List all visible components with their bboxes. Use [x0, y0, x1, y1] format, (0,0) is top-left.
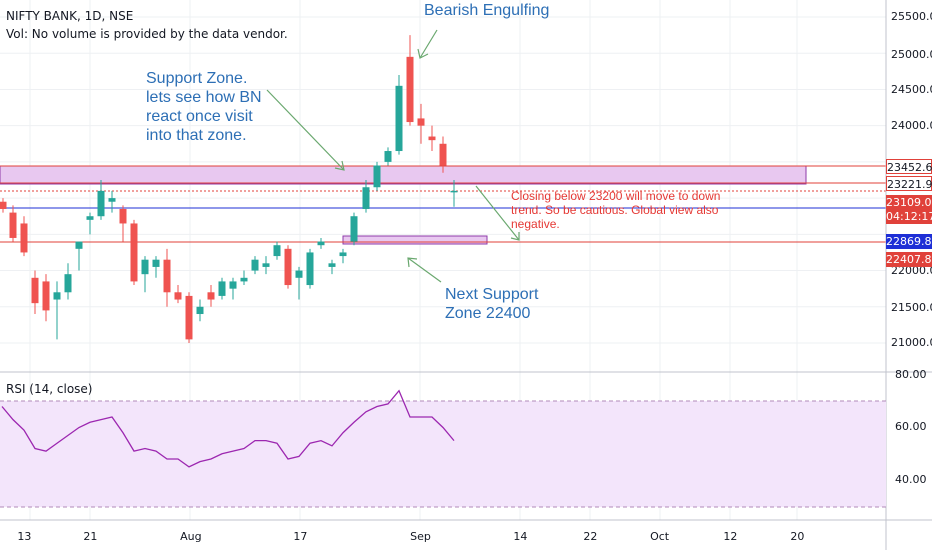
- candle-body: [362, 187, 370, 209]
- time-tick-label: 14: [513, 530, 528, 543]
- time-tick-label: 21: [83, 530, 98, 543]
- candle-body: [42, 281, 50, 311]
- price-badge: 22407.83: [886, 252, 932, 267]
- candle-body: [373, 165, 381, 188]
- price-tick-label: 22000.00: [891, 264, 932, 277]
- arrow-warning-head: [510, 232, 520, 241]
- candle-body: [9, 212, 17, 238]
- rsi-band: [0, 401, 886, 507]
- next-support-zone-box: [342, 235, 488, 245]
- arrow-bearish: [419, 29, 438, 59]
- rsi-tick-label: 40.00: [895, 473, 927, 486]
- candle-body: [196, 306, 204, 315]
- candle-body: [119, 208, 127, 224]
- time-tick-label: 20: [790, 530, 805, 543]
- candle-body: [395, 85, 403, 152]
- candle-body: [75, 241, 83, 249]
- candle-body: [108, 198, 116, 202]
- time-tick-label: 22: [583, 530, 598, 543]
- candle-body: [350, 216, 358, 242]
- candle-body: [0, 201, 7, 209]
- candle-body: [64, 274, 72, 293]
- candle-body: [417, 118, 425, 126]
- candle-body: [428, 136, 436, 141]
- price-badge: 23221.99: [886, 176, 932, 191]
- time-tick-label: 13: [17, 530, 32, 543]
- time-tick-label: Sep: [410, 530, 431, 543]
- candle-body: [163, 259, 171, 293]
- candle-body: [406, 56, 414, 123]
- candle-body: [86, 216, 94, 220]
- time-tick-label: Aug: [180, 530, 202, 543]
- annotation-next-support[interactable]: Next Support Zone 22400: [445, 286, 539, 322]
- price-tick-label: 21500.00: [891, 301, 932, 314]
- candle-body: [141, 259, 149, 275]
- price-badge: 23109.00: [886, 195, 932, 210]
- candle-body: [306, 252, 314, 286]
- price-badge: 04:12:17: [886, 209, 932, 224]
- candle-body: [185, 295, 193, 340]
- candle-body: [262, 263, 270, 267]
- candle-body: [174, 292, 182, 300]
- rsi-indicator-label[interactable]: RSI (14, close): [6, 382, 93, 396]
- candle-body: [328, 263, 336, 267]
- rsi-tick-label: 80.00: [895, 368, 927, 381]
- candle-body: [384, 151, 392, 162]
- price-tick-label: 25000.00: [891, 48, 932, 61]
- price-tick-label: 25500.00: [891, 10, 932, 23]
- rsi-tick-label: 60.00: [895, 420, 927, 433]
- arrow-warning: [475, 185, 520, 241]
- candle-body: [251, 259, 259, 271]
- price-tick-label: 21000.00: [891, 336, 932, 349]
- candle-body: [439, 143, 447, 166]
- time-tick-label: 12: [723, 530, 738, 543]
- candles-group: [0, 35, 458, 343]
- annotation-bearish-engulfing[interactable]: Bearish Engulfing: [424, 2, 550, 19]
- candle-body: [152, 259, 160, 267]
- volume-note: Vol: No volume is provided by the data v…: [6, 27, 288, 41]
- candle-body: [97, 190, 105, 217]
- candle-body: [130, 223, 138, 282]
- candle-body: [450, 190, 458, 193]
- candle-body: [31, 277, 39, 304]
- price-badge: 23452.67: [886, 159, 932, 174]
- candle-body: [240, 277, 248, 282]
- arrow-next-support: [407, 257, 442, 283]
- support-zone-box: [0, 165, 807, 185]
- price-tick-label: 24500.00: [891, 83, 932, 96]
- annotation-warning[interactable]: Closing below 23200 will move to down tr…: [511, 189, 721, 231]
- candle-body: [273, 245, 281, 257]
- candle-body: [207, 292, 215, 300]
- candle-body: [229, 281, 237, 289]
- time-tick-label: 17: [293, 530, 308, 543]
- time-tick-label: Oct: [650, 530, 670, 543]
- candle-body: [20, 223, 28, 253]
- candle-body: [218, 281, 226, 296]
- arrow-support: [266, 89, 345, 171]
- arrow-next-support-head: [407, 257, 418, 268]
- candle-body: [339, 252, 347, 257]
- annotation-arrows: [266, 29, 520, 283]
- candle-body: [295, 270, 303, 278]
- candle-body: [284, 248, 292, 286]
- arrow-support-head: [334, 160, 345, 171]
- rsi-line: [1, 389, 455, 468]
- candle-body: [317, 241, 325, 246]
- arrow-bearish-head: [417, 48, 429, 59]
- annotation-support-zone[interactable]: Support Zone. lets see how BN react once…: [146, 70, 262, 144]
- symbol-title: NIFTY BANK, 1D, NSE: [6, 9, 134, 23]
- price-tick-label: 24000.00: [891, 119, 932, 132]
- price-badge: 22869.86: [886, 234, 932, 249]
- candle-body: [53, 292, 61, 300]
